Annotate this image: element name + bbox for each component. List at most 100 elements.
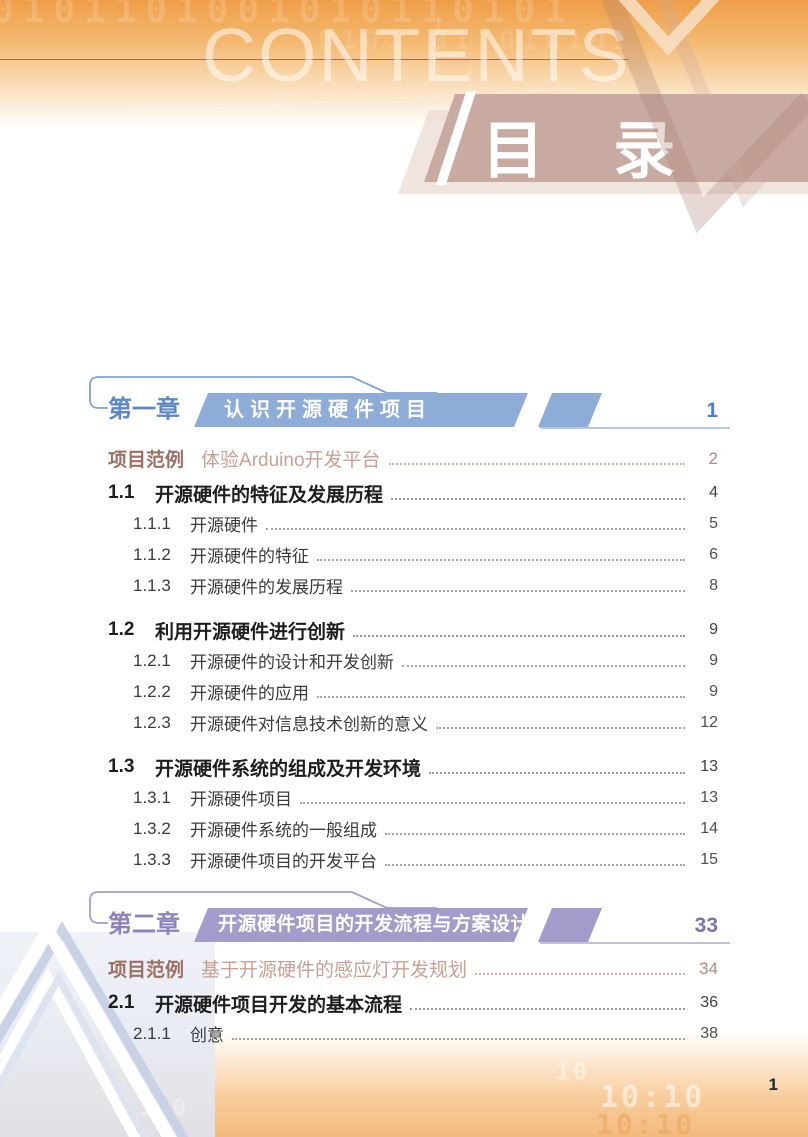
dot-leader [436,716,685,729]
chapter-2-page-number: 33 [694,914,718,937]
row-page-number: 36 [700,994,718,1011]
subsection-row: 1.2.3 开源硬件对信息技术创新的意义 12 [88,707,730,738]
project-example-label: 项目范例 [108,960,185,981]
dot-leader [317,548,685,561]
row-page-number: 12 [700,713,718,731]
section-title: 开源硬件的发展历程 [190,578,343,597]
subsection-row: 1.1.2 开源硬件的特征 6 [88,539,730,570]
row-page-number: 13 [700,758,718,775]
chapter-2-block: 第二章 开源硬件项目的开发流程与方案设计 33 项目范例 基于开源硬件的感应灯开… [88,887,730,1049]
chapter-1-title-bar: 认识开源硬件项目 [194,393,528,427]
dot-leader [429,761,685,774]
chapter-1-title-row: 第一章 认识开源硬件项目 1 [88,393,730,429]
header-band: 0101101001010110101 0101 01 010101 CONTE… [0,0,808,270]
project-example-title: 体验Arduino开发平台 [201,450,381,471]
page-number: 1 [768,1075,778,1094]
subsection-row: 1.3.2 开源硬件系统的一般组成 14 [88,813,730,844]
section-number: 1.2 [108,619,135,640]
row-page-number: 9 [709,621,718,638]
subsection-row: 2.1.1 创意 38 [88,1018,730,1049]
bracket-decoration [89,891,437,924]
section-title: 开源硬件项目开发的基本流程 [155,994,403,1016]
row-page-number: 5 [709,514,718,532]
row-page-number: 13 [700,788,718,806]
section-number: 1.2.1 [133,650,171,670]
chapter-1-title: 认识开源硬件项目 [224,399,432,421]
chapter-1-block: 第一章 认识开源硬件项目 1 项目范例 体验Arduino开发平台 2 1.1 … [88,372,730,875]
section-title: 创意 [190,1026,224,1045]
row-page-number: 8 [709,576,718,594]
section-number: 2.1 [108,992,135,1013]
section-number: 1.2.3 [133,712,171,732]
subsection-row: 1.3.3 开源硬件项目的开发平台 15 [88,844,730,875]
chapter-1-page-number: 1 [706,399,718,422]
chapter-underline [540,427,730,429]
dot-leader [391,487,685,500]
section-title: 利用开源硬件进行创新 [155,621,346,643]
section-title: 开源硬件的特征及发展历程 [155,484,384,506]
circuit-line-decoration [438,14,439,174]
title-banner [424,94,808,182]
chapter-2-title-row: 第二章 开源硬件项目的开发流程与方案设计 33 [88,908,730,944]
dot-leader [385,853,685,866]
dot-leader [353,624,685,637]
row-page-number: 15 [700,850,718,868]
section-row: 1.3 开源硬件系统的组成及开发环境 13 [88,752,730,782]
chapter-2-bar-tail [538,908,602,942]
row-page-number: 14 [700,819,718,837]
chapter-2-label: 第二章 [108,911,180,938]
section-number: 1.1 [108,482,135,503]
chapter-2-title-bar: 开源硬件项目的开发流程与方案设计 [194,908,528,942]
subsection-row: 1.2.2 开源硬件的应用 9 [88,676,730,707]
dot-leader [232,1027,685,1040]
chevron-decoration [601,0,808,234]
row-page-number: 6 [709,545,718,563]
row-page-number: 4 [709,484,718,501]
project-example-row: 项目范例 体验Arduino开发平台 2 [88,445,730,472]
project-example-title: 基于开源硬件的感应灯开发规划 [201,960,468,981]
section-title: 开源硬件 [190,516,258,535]
section-number: 1.1.3 [133,575,171,595]
chapter-2-header: 第二章 开源硬件项目的开发流程与方案设计 33 [88,887,730,944]
dot-leader [266,517,685,530]
chapter-1-header: 第一章 认识开源硬件项目 1 [88,372,730,429]
dot-leader [385,822,685,835]
section-title: 开源硬件的特征 [190,547,309,566]
project-example-row: 项目范例 基于开源硬件的感应灯开发规划 34 [88,955,730,982]
section-number: 1.2.2 [133,681,171,701]
dot-leader [402,654,685,667]
dot-leader [475,962,685,975]
row-page-number: 34 [699,958,718,978]
bracket-decoration [89,376,437,409]
section-title: 开源硬件的设计和开发创新 [190,653,394,672]
section-title: 开源硬件系统的一般组成 [190,821,377,840]
section-title: 开源硬件的应用 [190,684,309,703]
table-of-contents: 第一章 认识开源硬件项目 1 项目范例 体验Arduino开发平台 2 1.1 … [88,372,730,1049]
section-row: 2.1 开源硬件项目开发的基本流程 36 [88,988,730,1018]
section-number: 1.1.2 [133,544,171,564]
section-number: 2.1.1 [133,1023,171,1043]
row-page-number: 2 [708,448,718,468]
dot-leader [388,452,685,465]
section-number: 1.3.1 [133,787,171,807]
section-number: 1.3 [108,756,135,777]
dot-leader [410,997,685,1010]
row-page-number: 9 [709,651,718,669]
project-example-label: 项目范例 [108,450,185,471]
chapter-underline [540,942,730,944]
subsection-row: 1.3.1 开源硬件项目 13 [88,782,730,813]
section-number: 1.3.3 [133,849,171,869]
chapter-1-bar-tail [538,393,602,427]
page-title: 目 录 [482,117,702,186]
section-title: 开源硬件对信息技术创新的意义 [190,715,428,734]
subsection-row: 1.1.3 开源硬件的发展历程 8 [88,570,730,601]
dot-leader [317,685,685,698]
section-title: 开源硬件项目 [190,790,292,809]
row-page-number: 9 [709,682,718,700]
section-row: 1.1 开源硬件的特征及发展历程 4 [88,478,730,508]
section-number: 1.3.2 [133,818,171,838]
subsection-row: 1.1.1 开源硬件 5 [88,508,730,539]
subsection-row: 1.2.1 开源硬件的设计和开发创新 9 [88,645,730,676]
section-number: 1.1.1 [133,513,171,533]
